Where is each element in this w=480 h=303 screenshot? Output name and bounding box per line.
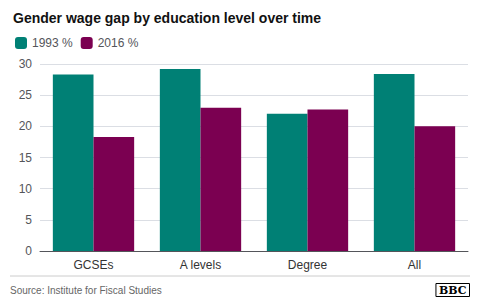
svg-text:All: All <box>408 258 421 272</box>
svg-text:15: 15 <box>19 151 33 165</box>
svg-text:1993 %: 1993 % <box>32 36 73 50</box>
svg-text:BBC: BBC <box>439 284 467 297</box>
svg-text:2016 %: 2016 % <box>98 36 139 50</box>
svg-text:0: 0 <box>25 244 32 258</box>
svg-text:10: 10 <box>19 182 33 196</box>
svg-text:Gender wage gap by education l: Gender wage gap by education level over … <box>13 10 321 26</box>
svg-text:A levels: A levels <box>180 258 221 272</box>
svg-text:Degree: Degree <box>288 258 328 272</box>
svg-text:GCSEs: GCSEs <box>73 258 113 272</box>
svg-text:20: 20 <box>19 119 33 133</box>
svg-text:30: 30 <box>19 57 33 71</box>
svg-text:Source: Institute for Fiscal S: Source: Institute for Fiscal Studies <box>10 285 162 296</box>
svg-text:5: 5 <box>25 213 32 227</box>
svg-text:25: 25 <box>19 88 33 102</box>
